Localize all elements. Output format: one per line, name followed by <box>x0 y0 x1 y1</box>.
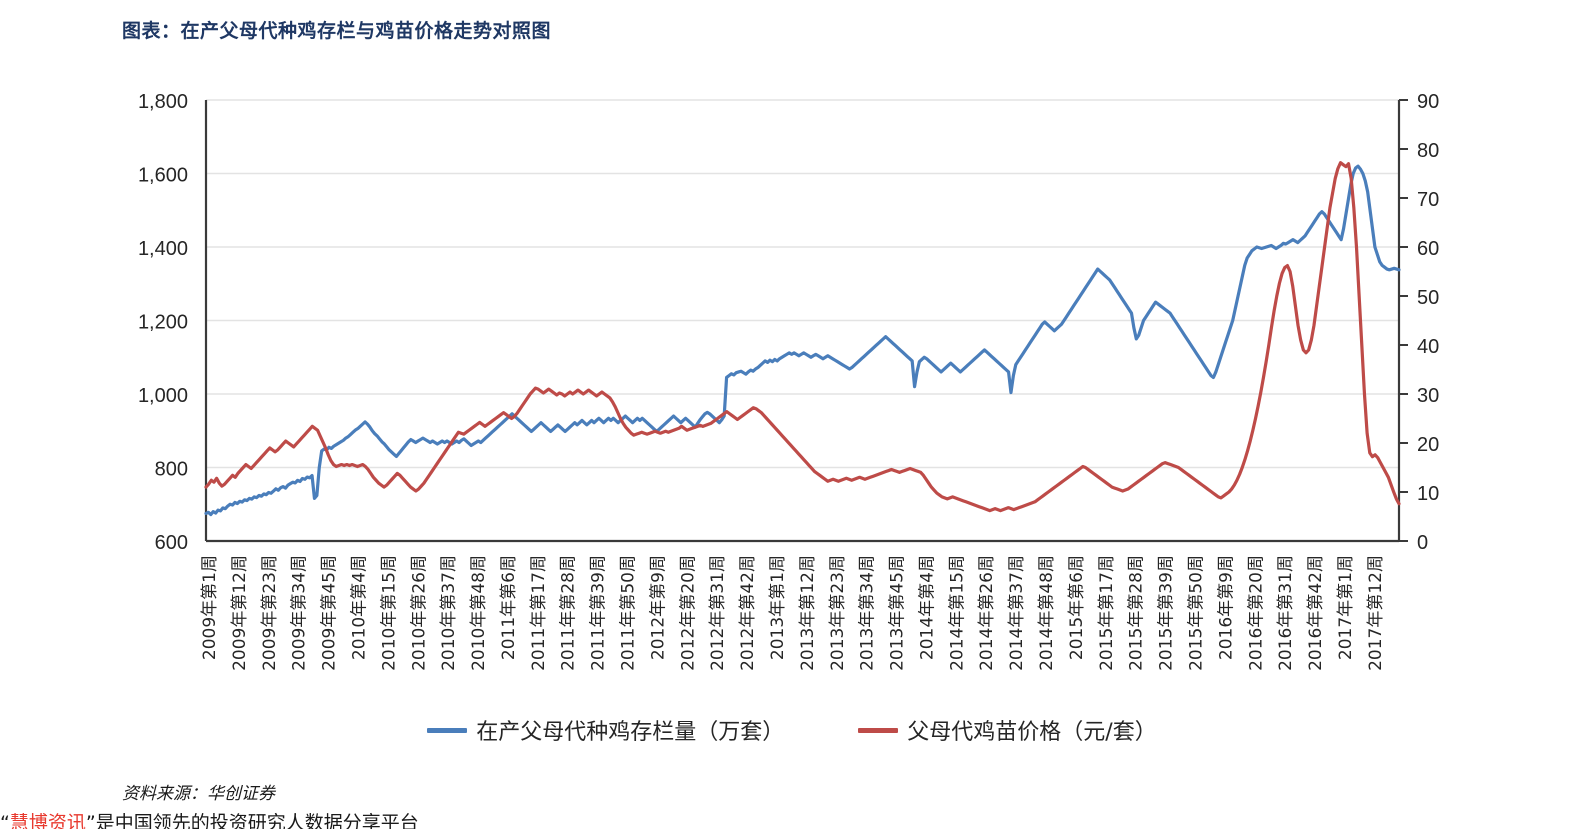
page-title: 图表：在产父母代种鸡存栏与鸡苗价格走势对照图 <box>122 21 552 42</box>
svg-text:2014年第15周: 2014年第15周 <box>947 555 967 671</box>
axis-lines <box>204 99 1408 543</box>
svg-text:2009年第12周: 2009年第12周 <box>230 555 250 671</box>
svg-text:70: 70 <box>1417 189 1439 211</box>
legend-label-price: 父母代鸡苗价格（元/套） <box>907 720 1157 745</box>
svg-text:2010年第37周: 2010年第37周 <box>439 555 459 671</box>
svg-text:60: 60 <box>1417 238 1439 260</box>
svg-text:2015年第50周: 2015年第50周 <box>1186 555 1206 671</box>
svg-text:2010年第4周: 2010年第4周 <box>349 555 369 660</box>
footer-rest-text: 是中国领先的投资研究人数据分享平台 <box>95 812 419 829</box>
svg-text:2017年第12周: 2017年第12周 <box>1366 555 1386 671</box>
svg-text:2012年第42周: 2012年第42周 <box>738 555 758 671</box>
footer-brand-line: “慧博资讯”是中国领先的投资研究人数据分享平台 <box>0 812 1584 829</box>
svg-text:800: 800 <box>155 459 188 481</box>
svg-text:30: 30 <box>1417 385 1439 407</box>
svg-text:1,000: 1,000 <box>138 385 188 407</box>
svg-text:2016年第20周: 2016年第20周 <box>1246 555 1266 671</box>
svg-text:2015年第39周: 2015年第39周 <box>1157 555 1177 671</box>
svg-text:2009年第45周: 2009年第45周 <box>320 555 340 671</box>
svg-text:2015年第6周: 2015年第6周 <box>1067 555 1087 660</box>
y-axis-right-ticks: 0 10 20 30 40 50 60 70 80 90 <box>1417 91 1439 554</box>
legend-swatch-stock <box>427 727 468 733</box>
footer-brand-name: 慧博资讯 <box>9 812 86 829</box>
svg-text:1,400: 1,400 <box>138 238 188 260</box>
svg-text:2011年第17周: 2011年第17周 <box>529 555 549 671</box>
source-note: 资料来源：华创证券 <box>122 784 275 804</box>
svg-text:2013年第12周: 2013年第12周 <box>798 555 818 671</box>
svg-text:2016年第42周: 2016年第42周 <box>1306 555 1326 671</box>
svg-text:20: 20 <box>1417 434 1439 456</box>
legend-swatch-price <box>858 727 899 733</box>
svg-text:2016年第31周: 2016年第31周 <box>1276 555 1296 671</box>
svg-text:80: 80 <box>1417 140 1439 162</box>
svg-text:1,200: 1,200 <box>138 312 188 334</box>
svg-text:2011年第50周: 2011年第50周 <box>619 555 639 671</box>
svg-text:2012年第20周: 2012年第20周 <box>678 555 698 671</box>
svg-text:2014年第48周: 2014年第48周 <box>1037 555 1057 671</box>
svg-text:2010年第26周: 2010年第26周 <box>409 555 429 671</box>
svg-text:2014年第26周: 2014年第26周 <box>977 555 997 671</box>
svg-text:1,600: 1,600 <box>138 165 188 187</box>
svg-text:2009年第23周: 2009年第23周 <box>260 555 280 671</box>
svg-text:2012年第9周: 2012年第9周 <box>648 555 668 660</box>
svg-text:2013年第34周: 2013年第34周 <box>858 555 878 671</box>
svg-text:2011年第28周: 2011年第28周 <box>559 555 579 671</box>
svg-text:2010年第15周: 2010年第15周 <box>379 555 399 671</box>
footer-quote-open: “ <box>0 812 10 829</box>
svg-text:600: 600 <box>155 532 188 554</box>
svg-text:2009年第1周: 2009年第1周 <box>200 555 220 660</box>
chart-legend: 在产父母代种鸡存栏量（万套） 父母代鸡苗价格（元/套） <box>0 714 1584 746</box>
x-axis-ticks: 2009年第1周 2009年第12周 2009年第23周 2009年第34周 2009年… <box>200 555 1386 671</box>
grid-lines <box>206 99 1399 469</box>
svg-text:10: 10 <box>1417 483 1439 505</box>
svg-text:2014年第4周: 2014年第4周 <box>917 555 937 660</box>
footer-quote-close: ” <box>85 812 96 829</box>
legend-item-stock[interactable]: 在产父母代种鸡存栏量（万套） <box>427 714 784 746</box>
svg-text:40: 40 <box>1417 336 1439 358</box>
svg-text:2016年第9周: 2016年第9周 <box>1216 555 1236 660</box>
svg-text:2011年第6周: 2011年第6周 <box>499 555 519 660</box>
legend-item-price[interactable]: 父母代鸡苗价格（元/套） <box>858 714 1157 746</box>
svg-text:2010年第48周: 2010年第48周 <box>469 555 489 671</box>
svg-text:2017年第1周: 2017年第1周 <box>1336 555 1356 660</box>
svg-text:90: 90 <box>1417 91 1439 113</box>
svg-text:50: 50 <box>1417 287 1439 309</box>
svg-text:2012年第31周: 2012年第31周 <box>708 555 728 671</box>
svg-text:2013年第23周: 2013年第23周 <box>828 555 848 671</box>
svg-text:2015年第17周: 2015年第17周 <box>1097 555 1117 671</box>
legend-label-stock: 在产父母代种鸡存栏量（万套） <box>476 720 785 745</box>
data-series <box>204 161 1401 517</box>
svg-text:2011年第39周: 2011年第39周 <box>589 555 609 671</box>
svg-text:2014年第37周: 2014年第37周 <box>1007 555 1027 671</box>
y-axis-left-ticks: 600 800 1,000 1,200 1,400 1,600 1,800 <box>138 91 188 554</box>
svg-text:2013年第1周: 2013年第1周 <box>768 555 788 660</box>
svg-text:2009年第34周: 2009年第34周 <box>290 555 310 671</box>
svg-text:0: 0 <box>1417 532 1428 554</box>
svg-text:2015年第28周: 2015年第28周 <box>1127 555 1147 671</box>
svg-text:2013年第45周: 2013年第45周 <box>888 555 908 671</box>
svg-text:1,800: 1,800 <box>138 91 188 113</box>
